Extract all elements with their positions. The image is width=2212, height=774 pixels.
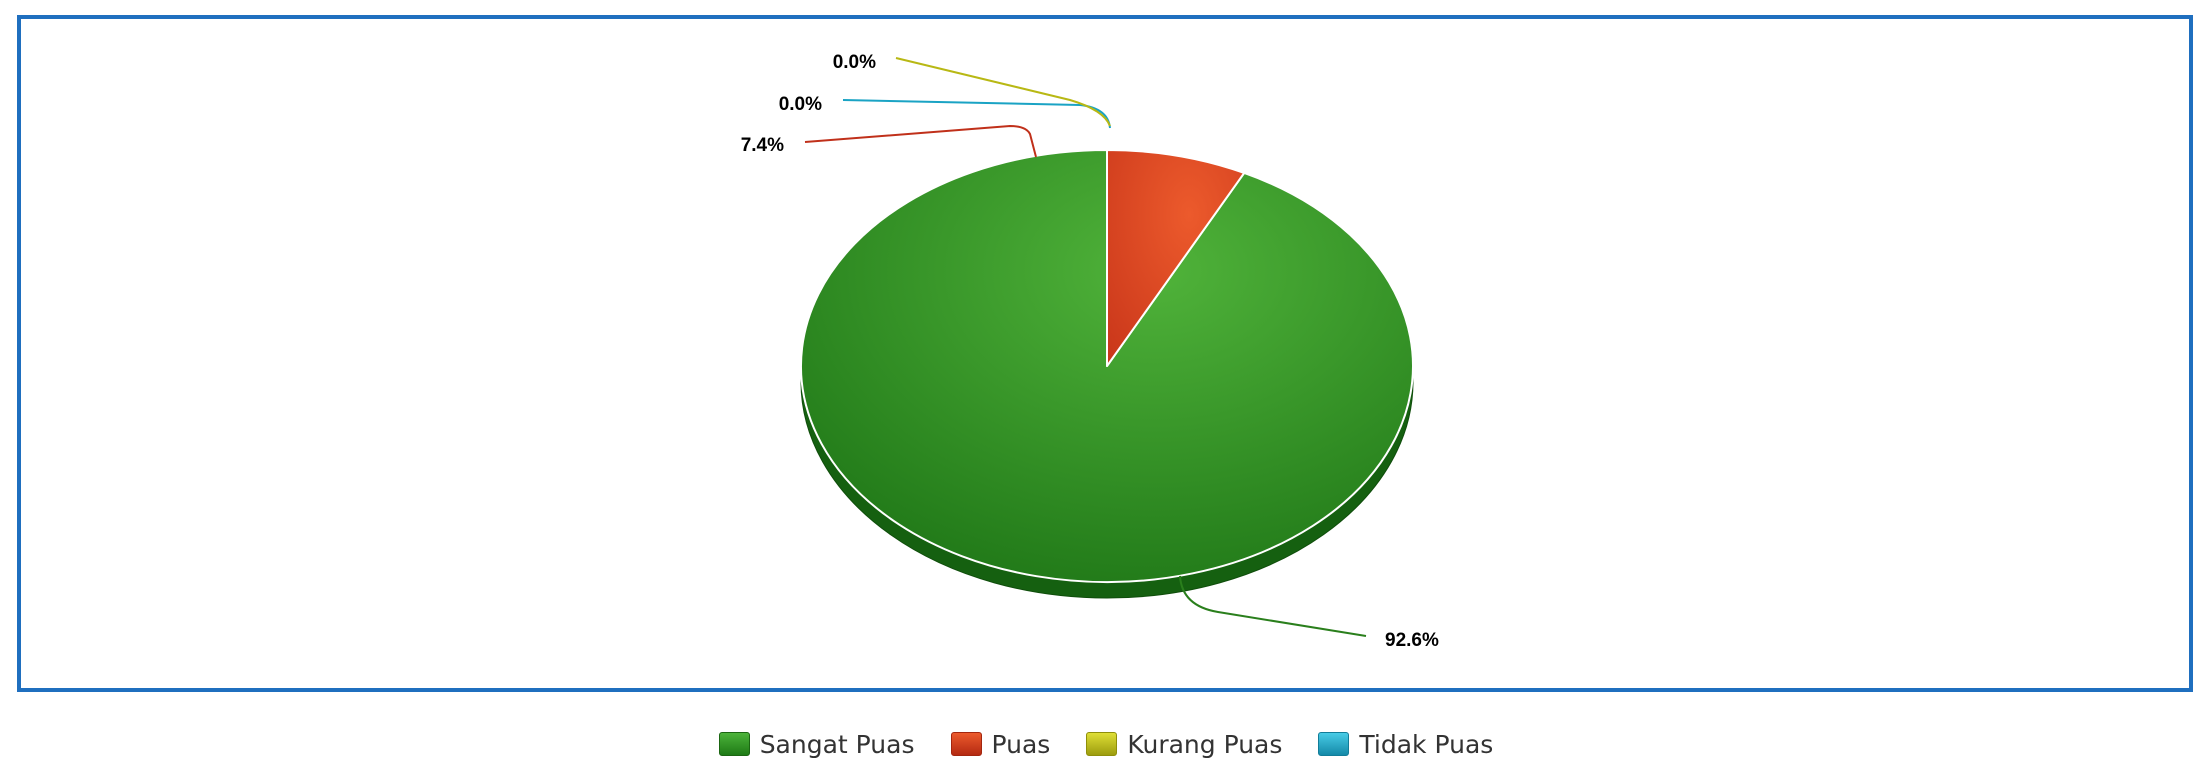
pie-connectors xyxy=(804,57,1367,637)
pie-slice-puas[interactable] xyxy=(1106,149,1246,367)
legend-swatch-icon xyxy=(1086,732,1118,756)
data-label-sangat-puas: 92.6% xyxy=(1385,630,1439,651)
connector-tidak-puas xyxy=(895,57,1111,127)
connector-puas xyxy=(804,124,1037,158)
legend-swatch-icon xyxy=(1318,732,1350,756)
data-label-kurang-puas: 0.0% xyxy=(779,94,822,115)
legend-label: Puas xyxy=(991,729,1051,759)
legend-label: Sangat Puas xyxy=(759,729,915,759)
legend-label: Kurang Puas xyxy=(1127,729,1283,759)
legend-item-kurang-puas[interactable]: Kurang Puas xyxy=(1086,730,1282,759)
legend-item-sangat-puas[interactable]: Sangat Puas xyxy=(718,729,915,759)
pie-chart: 92.6% 7.4% 0.0% 0.0% xyxy=(741,52,1439,651)
connector-sangat-puas xyxy=(1179,575,1367,637)
legend: Sangat Puas Puas Kurang Puas Tidak Puas xyxy=(0,726,2212,762)
pie-slices xyxy=(800,149,1414,583)
data-label-puas: 7.4% xyxy=(741,135,784,156)
connector-kurang-puas xyxy=(842,99,1111,129)
legend-item-puas[interactable]: Puas xyxy=(950,729,1051,759)
legend-swatch-icon xyxy=(950,732,982,756)
pie-labels: 92.6% 7.4% 0.0% 0.0% xyxy=(741,52,1439,651)
legend-label: Tidak Puas xyxy=(1359,729,1494,759)
legend-item-tidak-puas[interactable]: Tidak Puas xyxy=(1318,730,1493,759)
legend-swatch-icon xyxy=(718,732,750,756)
data-label-tidak-puas: 0.0% xyxy=(833,52,876,73)
